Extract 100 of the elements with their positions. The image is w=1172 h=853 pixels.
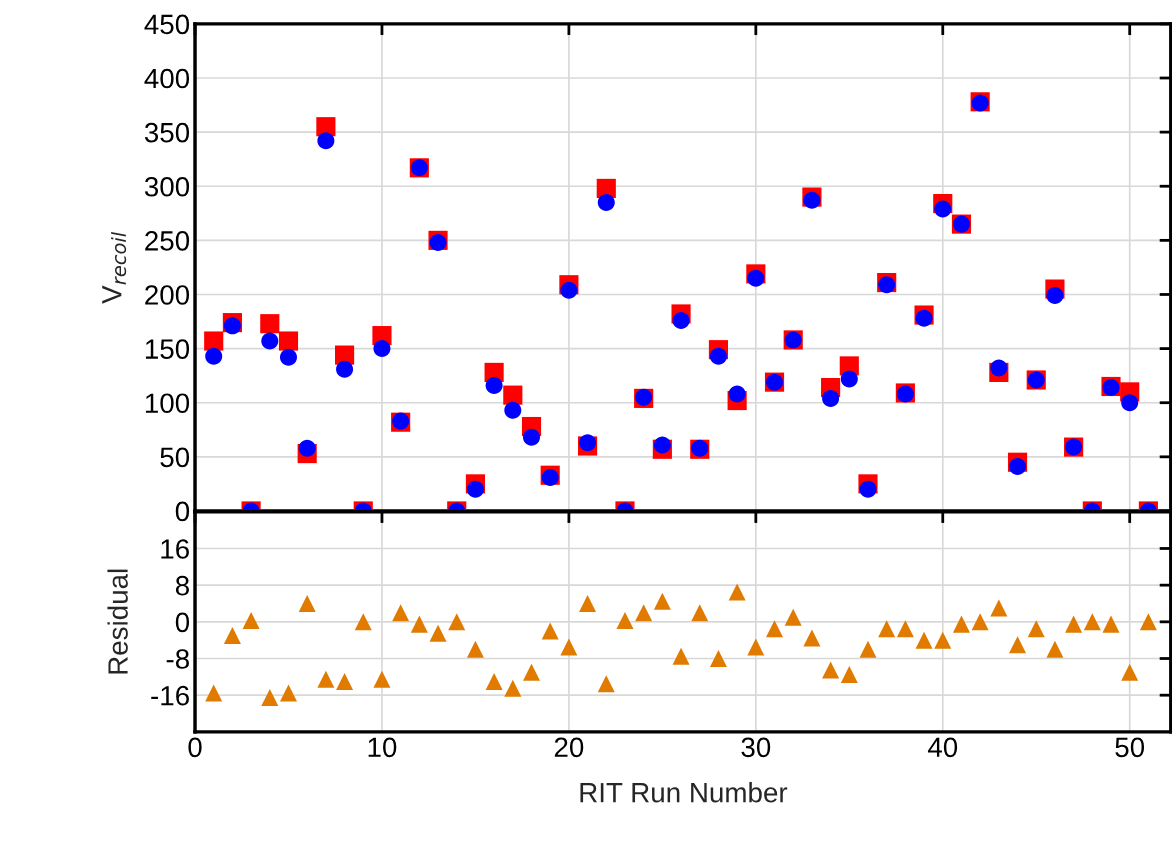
point (709, 347, 727, 365)
point (1009, 636, 1027, 654)
point (485, 672, 503, 690)
point (523, 428, 541, 446)
y-tick-label: 450 (144, 14, 190, 35)
point (485, 376, 503, 394)
point (298, 594, 316, 612)
point (635, 604, 653, 622)
y-tick-label: 300 (144, 176, 190, 197)
point (990, 359, 1008, 377)
point (896, 620, 914, 638)
point (1139, 613, 1157, 631)
y-tick-label: 0 (175, 501, 190, 522)
point (971, 613, 989, 631)
point (747, 638, 765, 656)
point (915, 631, 933, 649)
point (336, 672, 354, 690)
point (261, 688, 279, 706)
point (205, 347, 223, 365)
point (1046, 640, 1064, 658)
y-axis-title: Residual (107, 569, 128, 674)
y-tick-label: 50 (160, 447, 190, 468)
point (466, 640, 484, 658)
point (410, 615, 428, 633)
point (373, 340, 391, 358)
point (859, 480, 877, 498)
x-tick-label: 10 (368, 737, 397, 758)
point (504, 679, 522, 697)
point (541, 622, 559, 640)
point (279, 684, 297, 702)
y-tick-label: -16 (151, 685, 189, 706)
point (278, 331, 299, 351)
point (504, 401, 522, 419)
point (709, 650, 727, 668)
point (616, 611, 634, 629)
y-tick-label: 150 (145, 339, 190, 359)
point (204, 331, 224, 351)
point (859, 640, 877, 658)
point (1027, 620, 1045, 638)
point (653, 436, 671, 454)
point (990, 599, 1008, 617)
point (260, 314, 280, 334)
y-tick-label: 350 (144, 122, 190, 143)
point (429, 624, 447, 642)
point (728, 583, 746, 601)
x-tick-label: 40 (927, 737, 958, 758)
point (728, 385, 746, 403)
y-tick-label: 0 (175, 612, 190, 633)
x-tick-label: 20 (554, 737, 584, 758)
point (934, 200, 952, 218)
point (840, 666, 858, 684)
point (822, 661, 840, 679)
point (317, 132, 335, 150)
point (822, 389, 840, 407)
point (261, 332, 279, 350)
point (597, 675, 615, 693)
point (448, 613, 466, 631)
y-tick-label: -8 (166, 649, 189, 669)
y-tick-label: 200 (145, 285, 190, 305)
point (803, 629, 821, 647)
point (934, 631, 952, 649)
point (523, 663, 541, 681)
point (840, 370, 858, 388)
point (242, 611, 260, 629)
x-tick-label: 50 (1115, 737, 1145, 758)
point (672, 647, 690, 665)
point (952, 615, 970, 633)
point (653, 592, 671, 610)
x-tick-label: 30 (741, 737, 771, 758)
point (1121, 394, 1139, 412)
point (1102, 615, 1120, 633)
point (298, 439, 316, 457)
point (766, 620, 784, 638)
y-axis-title: V$_{recoil}$ (102, 231, 127, 304)
point (317, 670, 335, 688)
y-tick-label: 8 (175, 575, 189, 596)
point (560, 638, 578, 656)
point (354, 613, 372, 631)
point (784, 608, 802, 626)
point (1046, 287, 1064, 305)
point (672, 311, 690, 329)
point (279, 348, 297, 366)
point (466, 480, 484, 498)
point (373, 670, 391, 688)
x-axis-title: RIT Run Number (580, 782, 788, 803)
y-tick-label: 400 (144, 68, 190, 89)
point (336, 360, 354, 378)
point (560, 281, 578, 299)
point (1121, 663, 1139, 681)
point (579, 594, 597, 612)
point (223, 627, 241, 645)
point (691, 604, 709, 622)
y-tick-label: 16 (161, 539, 189, 559)
point (1065, 615, 1083, 633)
y-tick-label: 100 (145, 393, 190, 414)
point (878, 620, 896, 638)
y-tick-label: 250 (145, 231, 190, 251)
point (1083, 613, 1101, 631)
point (503, 385, 523, 405)
point (392, 604, 410, 622)
